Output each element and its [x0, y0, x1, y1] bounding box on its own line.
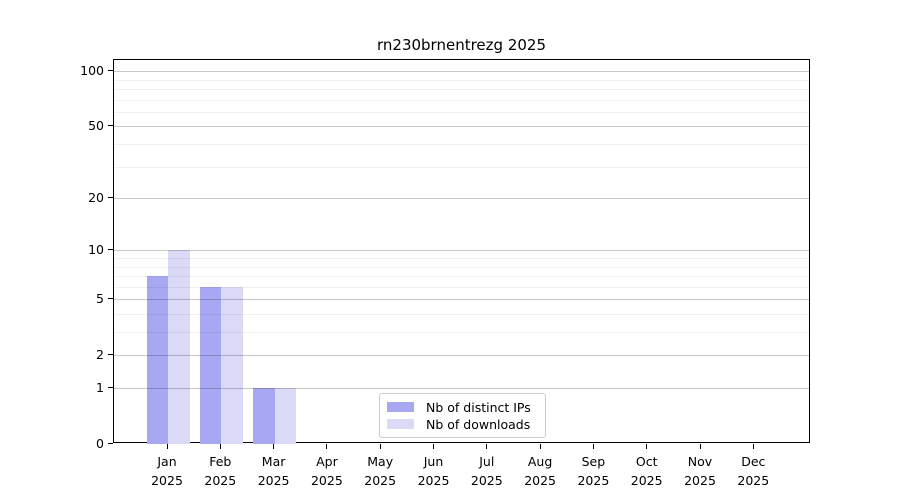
x-tick-label-feb: Feb 2025 — [204, 454, 237, 488]
x-tick-label-apr: Apr 2025 — [310, 454, 343, 488]
x-tick-oct — [646, 444, 648, 449]
x-tick-label-dec: Dec 2025 — [737, 454, 770, 488]
plot-area: Nb of distinct IPs Nb of downloads — [113, 59, 810, 444]
y-tick-label-0: 0 — [96, 435, 104, 451]
legend-swatch-downloads — [387, 419, 414, 429]
x-tick-label-jan: Jan 2025 — [151, 454, 183, 488]
minor-gridline-80 — [114, 89, 809, 90]
x-tick-label-aug: Aug 2025 — [524, 454, 556, 488]
y-tick-label-50: 50 — [88, 117, 104, 133]
chart-title: rn230brnentrezg 2025 — [377, 36, 546, 54]
legend-swatch-distinct-ips — [387, 402, 414, 412]
grid-layer — [114, 60, 809, 442]
legend: Nb of distinct IPs Nb of downloads — [379, 393, 546, 438]
major-gridline-100 — [114, 71, 809, 73]
legend-label-downloads: Nb of downloads — [426, 416, 531, 432]
x-tick-mar — [273, 444, 275, 449]
bar-downloads-feb — [221, 286, 243, 444]
minor-gridline-40 — [114, 144, 809, 145]
x-tick-label-mar: Mar 2025 — [257, 454, 290, 488]
y-tick-2 — [108, 353, 113, 355]
x-tick-nov — [699, 444, 701, 449]
bar-downloads-jan — [168, 250, 190, 444]
major-gridline-20 — [114, 198, 809, 200]
x-tick-feb — [219, 444, 221, 449]
y-tick-label-100: 100 — [80, 62, 104, 78]
y-tick-1 — [108, 386, 113, 388]
bar-distinct-ips-jan — [146, 276, 168, 444]
x-tick-label-sep: Sep 2025 — [577, 454, 610, 488]
bar-distinct-ips-mar — [253, 388, 275, 444]
minor-gridline-70 — [114, 99, 809, 101]
y-tick-label-10: 10 — [88, 241, 104, 257]
bar-downloads-mar — [274, 388, 297, 444]
legend-item-downloads: Nb of downloads — [387, 416, 537, 432]
bars-layer — [114, 60, 809, 444]
y-tick-label-20: 20 — [88, 189, 104, 205]
y-tick-label-2: 2 — [96, 346, 104, 362]
x-tick-dec — [752, 444, 754, 449]
x-tick-label-nov: Nov 2025 — [684, 454, 716, 488]
minor-gridline-3 — [114, 332, 809, 333]
major-gridline-10 — [114, 250, 809, 252]
y-tick-0 — [108, 442, 113, 444]
minor-gridline-90 — [114, 79, 809, 81]
x-tick-label-jun: Jun 2025 — [417, 454, 450, 488]
major-gridline-5 — [114, 299, 809, 301]
minor-gridline-6 — [114, 286, 809, 288]
y-tick-label-1: 1 — [96, 379, 104, 395]
legend-label-distinct-ips: Nb of distinct IPs — [426, 399, 531, 415]
major-gridline-2 — [114, 355, 809, 357]
bar-distinct-ips-feb — [199, 286, 222, 444]
minor-gridline-9 — [114, 257, 809, 259]
y-tick-20 — [108, 196, 113, 198]
minor-gridline-7 — [114, 276, 809, 278]
major-gridline-1 — [114, 388, 809, 389]
y-tick-10 — [108, 248, 113, 250]
x-tick-label-oct: Oct 2025 — [630, 454, 663, 488]
minor-gridline-60 — [114, 111, 809, 113]
y-tick-5 — [108, 297, 113, 299]
major-gridline-50 — [114, 126, 809, 128]
y-tick-100 — [108, 69, 113, 71]
x-tick-sep — [592, 444, 594, 449]
x-tick-aug — [539, 444, 541, 449]
minor-gridline-8 — [114, 266, 809, 268]
x-tick-apr — [326, 444, 328, 449]
y-tick-label-5: 5 — [96, 290, 104, 306]
y-tick-50 — [108, 124, 113, 126]
x-tick-may — [379, 444, 381, 449]
x-tick-label-may: May 2025 — [364, 454, 397, 488]
minor-gridline-30 — [114, 166, 809, 168]
x-tick-jul — [486, 444, 488, 449]
x-tick-jun — [433, 444, 434, 449]
x-tick-label-jul: Jul 2025 — [470, 454, 503, 488]
x-tick-jan — [166, 444, 168, 449]
minor-gridline-4 — [114, 313, 809, 315]
legend-item-distinct-ips: Nb of distinct IPs — [387, 399, 537, 415]
